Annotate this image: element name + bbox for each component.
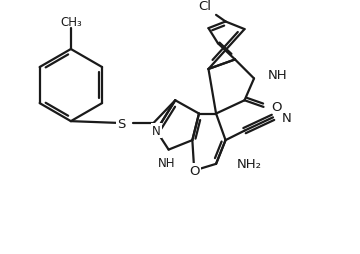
Text: O: O	[271, 101, 282, 114]
Text: S: S	[117, 117, 125, 130]
Text: NH: NH	[158, 157, 175, 170]
Text: NH: NH	[267, 69, 287, 82]
Text: Cl: Cl	[198, 0, 211, 13]
Text: CH₃: CH₃	[60, 16, 82, 29]
Text: N: N	[152, 125, 161, 138]
Text: N: N	[282, 112, 291, 124]
Text: O: O	[189, 164, 199, 177]
Text: NH₂: NH₂	[237, 158, 262, 171]
